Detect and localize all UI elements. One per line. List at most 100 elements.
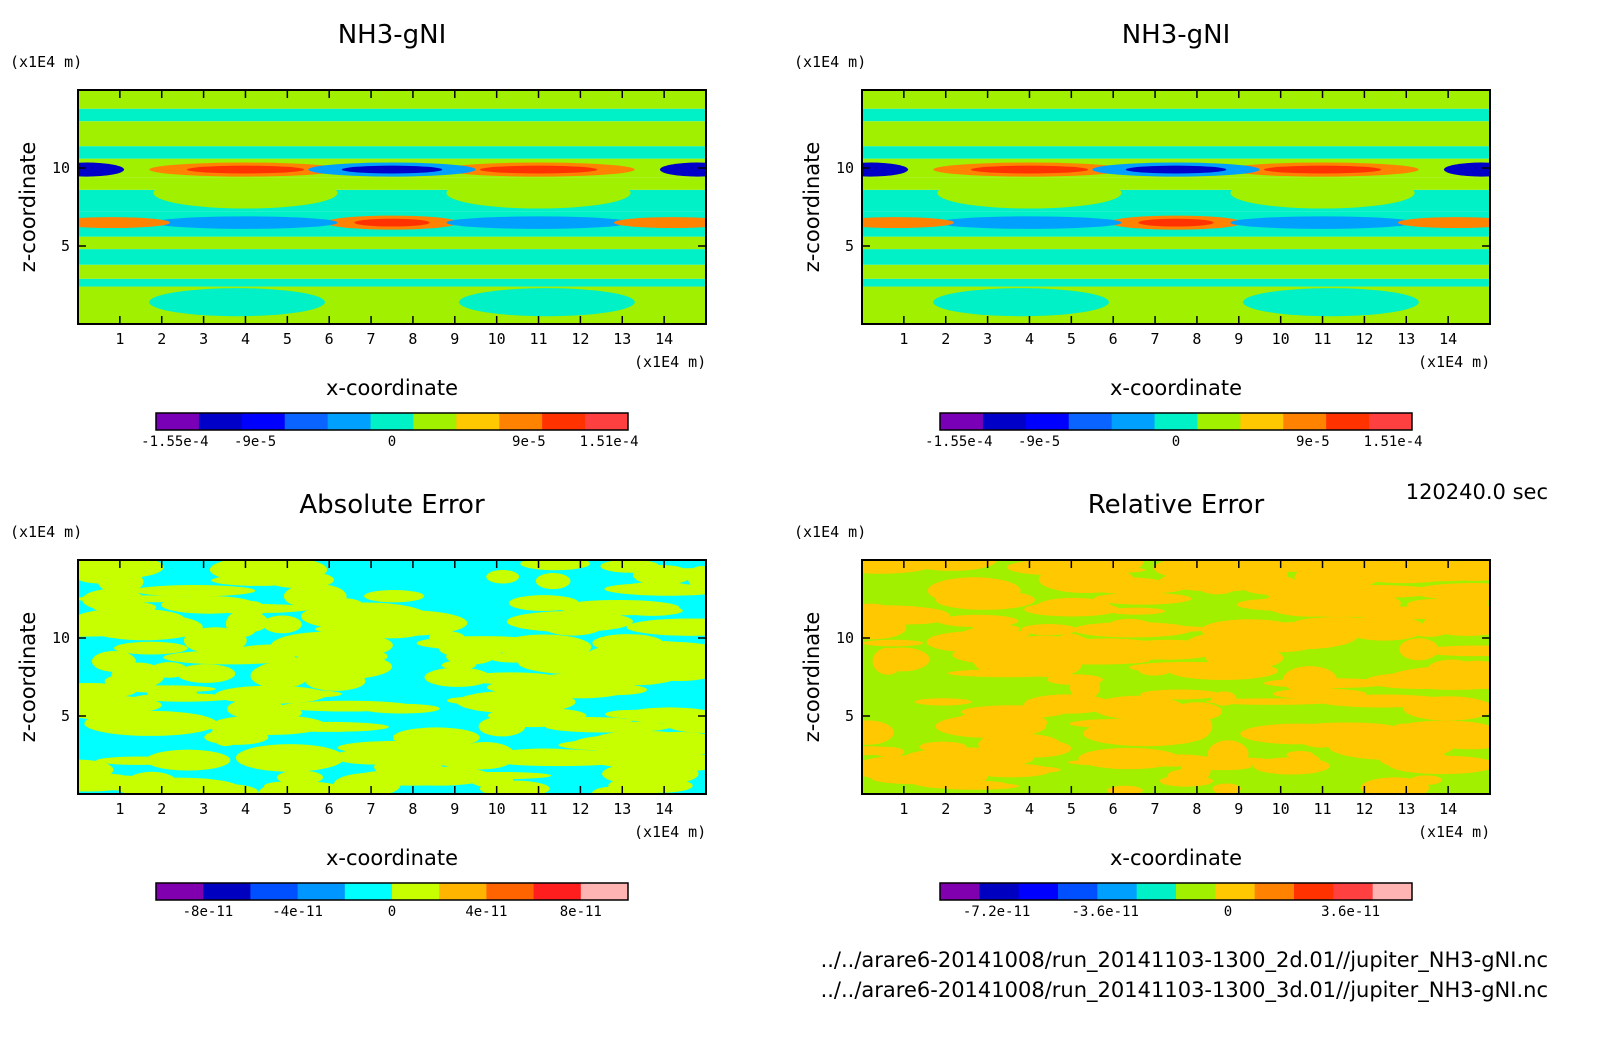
contour-patch [945, 780, 1008, 789]
contour-patch [1167, 769, 1207, 783]
contour-band [78, 278, 706, 287]
x-tick-label: 3 [199, 800, 209, 818]
colorbar-tick-label: -8e-11 [182, 904, 234, 920]
y-axis-label: z-coordinate [16, 141, 40, 273]
x-tick-label: 11 [529, 800, 548, 818]
contour-blob [78, 162, 125, 177]
x-tick-label: 13 [1397, 330, 1416, 348]
contour-patch [927, 577, 1021, 605]
colorbar-swatch [392, 883, 440, 900]
x-tick-label: 6 [324, 800, 334, 818]
colorbar-swatch [203, 883, 251, 900]
contour-patch [1417, 645, 1490, 657]
contour-patch [338, 609, 468, 637]
y-tick-label: 5 [60, 707, 70, 725]
contour-patch [1360, 777, 1430, 794]
colorbar-swatch [982, 413, 1027, 430]
y-unit-label: (x1E4 m) [10, 523, 83, 541]
contour-patch [862, 720, 894, 745]
contour-patch [333, 773, 401, 794]
contour-patch [1425, 727, 1490, 750]
contour-band [78, 146, 706, 159]
contour-patch [1024, 694, 1112, 714]
x-tick-label: 1 [115, 800, 125, 818]
y-tick-label: 5 [844, 237, 854, 255]
contour-blob [1397, 217, 1490, 229]
contour-patch [1211, 691, 1237, 706]
contour-patch [508, 595, 579, 612]
colorbar-swatch [499, 413, 543, 430]
contour-patch [204, 729, 269, 745]
x-tick-label: 7 [1150, 330, 1160, 348]
contour-patch [258, 781, 349, 794]
contour-patch [1236, 598, 1344, 612]
contour-patch [914, 698, 972, 706]
x-tick-label: 11 [1313, 330, 1332, 348]
colorbar-swatch [439, 883, 487, 900]
x-tick-label: 13 [1397, 800, 1416, 818]
contour-patch [1192, 566, 1242, 595]
contour-patch [133, 585, 256, 597]
contour-patch [557, 599, 680, 616]
colorbar-tick-label: -4e-11 [272, 904, 323, 920]
contour-patch [486, 570, 520, 584]
colorbar-tick-label: -1.55e-4 [925, 434, 993, 450]
x-tick-label: 14 [1439, 330, 1458, 348]
colorbar-swatch [344, 883, 393, 900]
contour-patch [862, 639, 924, 647]
contour-patch [1272, 688, 1367, 700]
colorbar-tick-label: 0 [387, 904, 397, 920]
colorbar-tick-label: 9e-5 [512, 434, 546, 450]
contour-blob [862, 217, 955, 229]
x-tick-label: 2 [941, 800, 951, 818]
chart-panel [861, 559, 1491, 901]
contour-band [78, 108, 706, 122]
x-tick-label: 11 [529, 330, 548, 348]
contour-patch [362, 703, 440, 714]
y-tick-label: 10 [835, 159, 854, 177]
colorbar-tick-label: 0 [1223, 904, 1233, 920]
contour-patch [1358, 606, 1447, 618]
contour-patch [1388, 755, 1490, 775]
chart-panel [77, 559, 707, 901]
colorbar-frame [155, 882, 629, 901]
contour-patch [972, 624, 1021, 634]
contour-patch [183, 627, 247, 654]
x-tick-label: 3 [983, 800, 993, 818]
colorbar-swatch [1326, 413, 1370, 430]
contour-blob [1125, 165, 1227, 174]
x-tick-label: 9 [450, 800, 460, 818]
x-unit-label: (x1E4 m) [1418, 823, 1491, 841]
x-tick-label: 1 [899, 800, 909, 818]
contour-patch [279, 653, 393, 680]
colorbar-swatch [1254, 883, 1295, 900]
plot-frame [861, 89, 1491, 325]
colorbar-swatch [1154, 413, 1198, 430]
contour-patch [1252, 757, 1330, 775]
colorbar-swatch [156, 883, 204, 900]
x-tick-label: 9 [1234, 800, 1244, 818]
contour-patch [1352, 736, 1406, 753]
contour-patch [1399, 638, 1439, 661]
contour-blob [1263, 165, 1382, 174]
contour-patch [1212, 783, 1241, 794]
contour-patch [114, 641, 188, 655]
contour-blob [1230, 177, 1415, 209]
x-tick-label: 4 [240, 800, 250, 818]
contour-band [78, 90, 706, 109]
contour-patch [1008, 635, 1080, 657]
contour-patch [626, 618, 706, 636]
contour-patch [236, 612, 268, 632]
colorbar-tick-label: 9e-5 [1296, 434, 1330, 450]
contour-blob [613, 217, 706, 229]
contour-patch [1207, 740, 1249, 768]
x-unit-label: (x1E4 m) [1418, 353, 1491, 371]
contour-patch [1339, 560, 1470, 584]
x-unit-label: (x1E4 m) [634, 353, 707, 371]
contour-patch [926, 631, 1021, 653]
x-tick-label: 2 [941, 330, 951, 348]
colorbar-swatch [370, 413, 414, 430]
contour-field [78, 90, 706, 324]
contour-patch [605, 709, 661, 719]
